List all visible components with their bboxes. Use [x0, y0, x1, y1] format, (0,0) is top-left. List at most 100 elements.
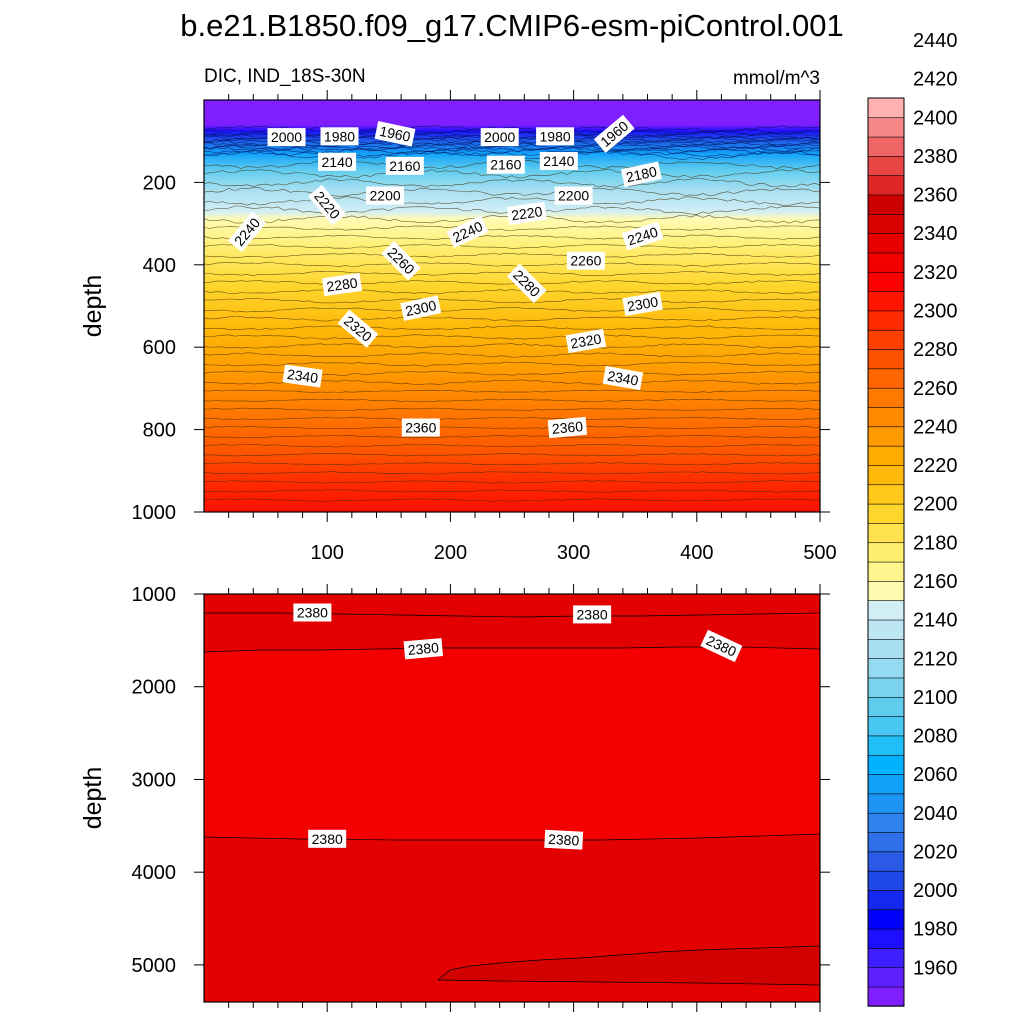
upper-contour-line: [203, 434, 821, 439]
colorbar-swatch: [867, 213, 905, 234]
colorbar-label: 2320: [913, 262, 958, 284]
y-tick-label: 200: [143, 172, 176, 194]
contour-label: 2380: [403, 638, 444, 660]
y-tick-label: 400: [143, 255, 176, 277]
contour-label-text: 1980: [540, 128, 571, 144]
contour-label-text: 2160: [490, 157, 521, 173]
colorbar-swatch: [867, 812, 905, 833]
colorbar-swatch: [867, 696, 905, 717]
colorbar-frame: [867, 97, 905, 1007]
contour-label-text: 2380: [577, 606, 608, 622]
contour-label-box: [622, 291, 663, 317]
colorbar-swatch: [867, 117, 905, 138]
contour-label-text: 1980: [324, 128, 355, 144]
lower-contour-line: [437, 945, 821, 981]
upper-contour-line: [203, 334, 821, 340]
colorbar-label: 1980: [913, 919, 958, 941]
contour-label-box: [293, 603, 332, 622]
contour-label: 2160: [385, 156, 424, 175]
colorbar-swatch: [867, 136, 905, 157]
contour-label: 2200: [366, 186, 405, 205]
contour-label: 2360: [547, 416, 588, 439]
colorbar-swatch: [867, 426, 905, 447]
upper-contour-line: [203, 307, 821, 313]
colorbar-label: 1960: [913, 957, 958, 979]
colorbar-label: 2120: [913, 648, 958, 670]
lower-band-mid: [204, 613, 820, 652]
contour-label-box: [308, 184, 347, 226]
contour-label-text: 2160: [389, 158, 420, 174]
contour-label: 2000: [267, 128, 306, 147]
contour-label-box: [403, 638, 444, 660]
contour-label: 2220: [506, 201, 547, 225]
colorbar-swatch: [867, 580, 905, 601]
upper-contour-line: [203, 489, 821, 493]
contour-label-box: [573, 605, 612, 624]
contour-label-text: 2200: [370, 188, 401, 204]
colorbar-label: 2340: [913, 223, 958, 245]
contour-label-text: 2260: [570, 253, 601, 269]
contour-label-box: [267, 128, 306, 147]
colorbar-label: 2040: [913, 803, 958, 825]
contour-label-text: 2360: [405, 420, 436, 436]
upper-contour-line: [204, 297, 821, 304]
y-tick-label: 5000: [132, 955, 177, 977]
variable-label: DIC, IND_18S-30N: [204, 66, 366, 87]
colorbar-swatch: [867, 831, 905, 853]
contour-label: 2360: [401, 418, 440, 437]
contour-label-box: [480, 128, 519, 147]
contour-label-text: 1960: [378, 123, 412, 145]
contour-label-box: [401, 418, 440, 437]
contour-label: 2200: [554, 186, 593, 205]
contour-label-box: [227, 211, 267, 253]
contour-label: 2140: [539, 152, 578, 170]
colorbar-label: 2440: [913, 30, 958, 52]
colorbar-label: 2020: [913, 841, 958, 863]
colorbar-swatch: [867, 909, 905, 930]
colorbar-swatch: [867, 754, 905, 775]
upper-contour-line: [203, 453, 821, 457]
y-tick-label: 1000: [132, 502, 177, 524]
contour-label-box: [308, 829, 347, 848]
colorbar-label: 2420: [913, 69, 958, 91]
upper-panel-frame: [203, 99, 821, 513]
contour-label-text: 2380: [312, 831, 343, 847]
colorbar-swatch: [867, 310, 905, 331]
colorbar-swatch: [867, 368, 905, 389]
colorbar-label: 2180: [913, 532, 958, 554]
contour-label-box: [547, 416, 588, 439]
contour-label-box: [602, 365, 644, 391]
upper-contour-line: [203, 471, 821, 475]
contour-label: 2000: [480, 128, 519, 147]
contour-label-box: [539, 152, 578, 170]
contour-label: 2260: [566, 251, 605, 270]
colorbar-label: 2360: [913, 185, 958, 207]
contour-label: 2160: [486, 155, 525, 174]
contour-label-box: [366, 186, 405, 205]
contour-label-text: 2000: [271, 129, 302, 145]
colorbar-swatch: [867, 638, 905, 659]
contour-label-box: [446, 215, 489, 248]
contour-label-text: 2380: [407, 639, 440, 658]
contour-label: 2180: [620, 161, 662, 187]
upper-contour-line: [203, 126, 821, 136]
contour-label-box: [621, 221, 664, 251]
colorbar-swatch: [867, 619, 905, 640]
y-tick-label: 800: [143, 420, 176, 442]
colorbar-swatch: [867, 889, 905, 911]
contour-label-text: 2300: [626, 293, 660, 314]
colorbar-label: 2400: [913, 107, 958, 129]
contour-label: 2340: [282, 364, 323, 388]
contour-label-text: 2000: [484, 129, 515, 145]
contour-label: 1980: [536, 127, 575, 146]
upper-contour-line: [203, 169, 821, 179]
upper-contour-line: [203, 146, 821, 156]
colorbar-swatch: [867, 329, 905, 350]
upper-contour-line: [203, 462, 821, 466]
contour-label-box: [381, 240, 421, 281]
colorbar-swatch: [867, 348, 905, 370]
contour-label: 2140: [318, 152, 357, 171]
